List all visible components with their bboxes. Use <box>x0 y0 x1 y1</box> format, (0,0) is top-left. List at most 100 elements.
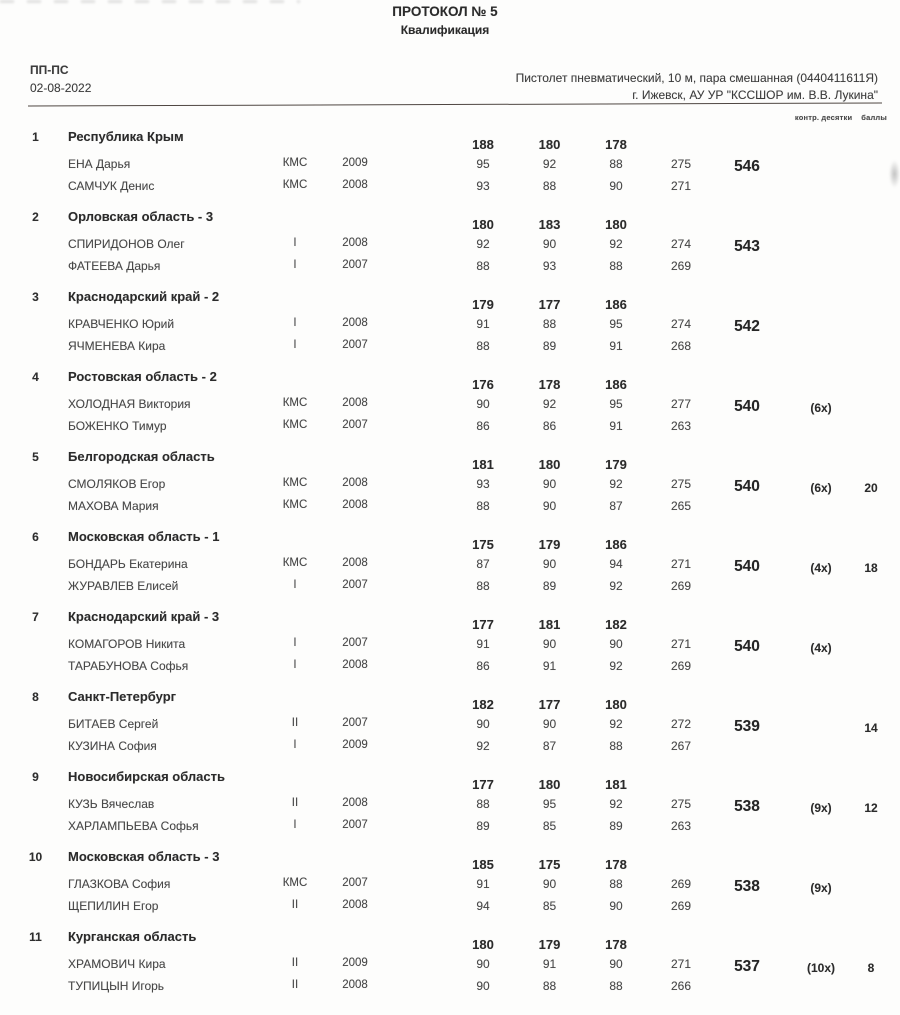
athlete-series-2: 86 <box>542 419 557 433</box>
athlete-name: ЕНА Дарья <box>68 157 131 171</box>
venue-line: г. Ижевск, АУ УР "КССШОР им. В.В. Лукина… <box>632 88 878 102</box>
pair-series-3: 179 <box>605 457 627 472</box>
team-row: 3 Краснодарский край - 2 179 177 186 <box>0 287 900 313</box>
result-block: 11 Курганская область 180 179 178 ХРАМОВ… <box>0 927 900 1007</box>
athlete-row: ТУПИЦЫН Игорь II 2008 90 88 88 266 <box>0 975 900 997</box>
athlete-name: КРАВЧЕНКО Юрий <box>68 317 175 331</box>
pair-total: 537 <box>734 958 760 975</box>
tiebreak-inner-tens: (9x) <box>810 881 832 895</box>
athlete-year: 2008 <box>342 179 368 191</box>
result-block: 5 Белгородская область 181 180 179 СМОЛЯ… <box>0 447 900 527</box>
pair-series-1: 180 <box>472 217 494 232</box>
athlete-series-1: 90 <box>476 397 490 411</box>
scan-smudge <box>889 160 900 188</box>
athlete-row: КУЗЬ Вячеслав II 2008 88 95 92 275 <box>0 793 900 815</box>
athlete-row: ХОЛОДНАЯ Виктория КМС 2008 90 92 95 277 <box>0 393 900 415</box>
pair-series-1: 185 <box>472 857 494 872</box>
athlete-class: КМС <box>282 157 308 169</box>
athlete-year: 2008 <box>342 899 368 911</box>
athlete-row: ФАТЕЕВА Дарья I 2007 88 93 88 269 <box>0 255 900 277</box>
page-subtitle: Квалификация <box>400 23 490 37</box>
team-row: 1 Республика Крым 188 180 178 <box>0 127 900 153</box>
pair-total: 538 <box>734 798 760 815</box>
athlete-series-2: 90 <box>542 637 557 651</box>
athlete-series-2: 93 <box>542 259 557 273</box>
athlete-sum: 271 <box>670 557 692 571</box>
athlete-sum: 275 <box>670 157 692 171</box>
athlete-series-1: 93 <box>476 179 490 193</box>
tiebreak-inner-tens: (10x) <box>806 961 835 975</box>
athlete-series-1: 86 <box>476 659 490 673</box>
athlete-sum: 274 <box>670 237 692 251</box>
pair-series-3: 186 <box>605 297 627 312</box>
athlete-year: 2007 <box>342 877 368 889</box>
athlete-series-2: 90 <box>542 237 557 251</box>
athlete-year: 2009 <box>342 157 368 169</box>
athlete-series-3: 90 <box>609 957 623 971</box>
athlete-series-2: 87 <box>542 739 557 753</box>
athlete-series-3: 91 <box>609 339 623 353</box>
athlete-series-1: 91 <box>476 877 490 891</box>
athlete-series-3: 88 <box>609 259 623 273</box>
team-row: 11 Курганская область 180 179 178 <box>0 927 900 953</box>
athlete-row: КРАВЧЕНКО Юрий I 2008 91 88 95 274 <box>0 313 900 335</box>
athlete-name: КУЗЬ Вячеслав <box>68 797 155 811</box>
athlete-series-3: 90 <box>609 179 623 193</box>
pair-series-3: 178 <box>605 937 627 952</box>
athlete-year: 2009 <box>342 739 368 751</box>
athlete-row: ХРАМОВИЧ Кира II 2009 90 91 90 271 <box>0 953 900 975</box>
athlete-class: КМС <box>282 419 308 431</box>
athlete-name: ЯЧМЕНЕВА Кира <box>68 339 166 353</box>
athlete-series-3: 91 <box>609 419 623 433</box>
athlete-series-3: 88 <box>609 877 623 891</box>
pair-series-2: 177 <box>538 697 561 712</box>
athlete-series-1: 92 <box>476 739 490 753</box>
athlete-series-3: 92 <box>609 717 623 731</box>
athlete-name: СМОЛЯКОВ Егор <box>68 477 166 491</box>
athlete-class: I <box>293 317 297 329</box>
athlete-series-2: 89 <box>542 339 557 353</box>
athlete-series-2: 88 <box>542 179 557 193</box>
athlete-name: БИТАЕВ Сергей <box>68 717 159 731</box>
athlete-series-3: 87 <box>609 499 623 513</box>
points-value: 18 <box>864 561 878 575</box>
pair-total: 546 <box>734 158 760 175</box>
results-list: 1 Республика Крым 188 180 178 ЕНА Дарья … <box>0 127 900 1007</box>
athlete-name: БОНДАРЬ Екатерина <box>68 557 188 571</box>
athlete-sum: 271 <box>670 179 692 193</box>
athlete-row: ГЛАЗКОВА София КМС 2007 91 90 88 269 <box>0 873 900 895</box>
athlete-sum: 265 <box>670 499 692 513</box>
athlete-series-2: 85 <box>542 819 557 833</box>
pair-series-3: 178 <box>605 857 627 872</box>
athlete-series-1: 88 <box>476 797 490 811</box>
athlete-name: ХРАМОВИЧ Кира <box>68 957 166 971</box>
athlete-year: 2008 <box>342 659 368 671</box>
team-name: Курганская область <box>68 929 197 944</box>
athlete-series-3: 94 <box>609 557 623 571</box>
rank-number: 5 <box>32 450 39 464</box>
athlete-series-1: 89 <box>476 819 490 833</box>
team-row: 6 Московская область - 1 175 179 186 <box>0 527 900 553</box>
athlete-series-1: 86 <box>476 419 490 433</box>
athlete-year: 2008 <box>342 397 368 409</box>
athlete-sum: 267 <box>670 739 692 753</box>
athlete-row: БОЖЕНКО Тимур КМС 2007 86 86 91 263 <box>0 415 900 437</box>
athlete-class: I <box>293 819 297 831</box>
athlete-sum: 277 <box>670 397 692 411</box>
athlete-series-3: 89 <box>609 819 623 833</box>
pair-series-2: 179 <box>538 937 561 952</box>
athlete-series-3: 95 <box>609 397 623 411</box>
pair-series-1: 175 <box>472 537 494 552</box>
athlete-series-3: 92 <box>609 659 623 673</box>
athlete-series-2: 90 <box>542 557 557 571</box>
pair-series-3: 180 <box>605 697 627 712</box>
athlete-year: 2007 <box>342 637 368 649</box>
athlete-name: ЖУРАВЛЕВ Елисей <box>68 579 179 593</box>
athlete-name: ТАРАБУНОВА Софья <box>68 659 189 673</box>
pair-series-3: 181 <box>605 777 627 792</box>
athlete-sum: 275 <box>670 797 692 811</box>
athlete-series-2: 90 <box>542 717 557 731</box>
pair-total: 543 <box>734 238 760 255</box>
pair-series-3: 186 <box>605 537 627 552</box>
pair-series-2: 183 <box>538 217 561 232</box>
